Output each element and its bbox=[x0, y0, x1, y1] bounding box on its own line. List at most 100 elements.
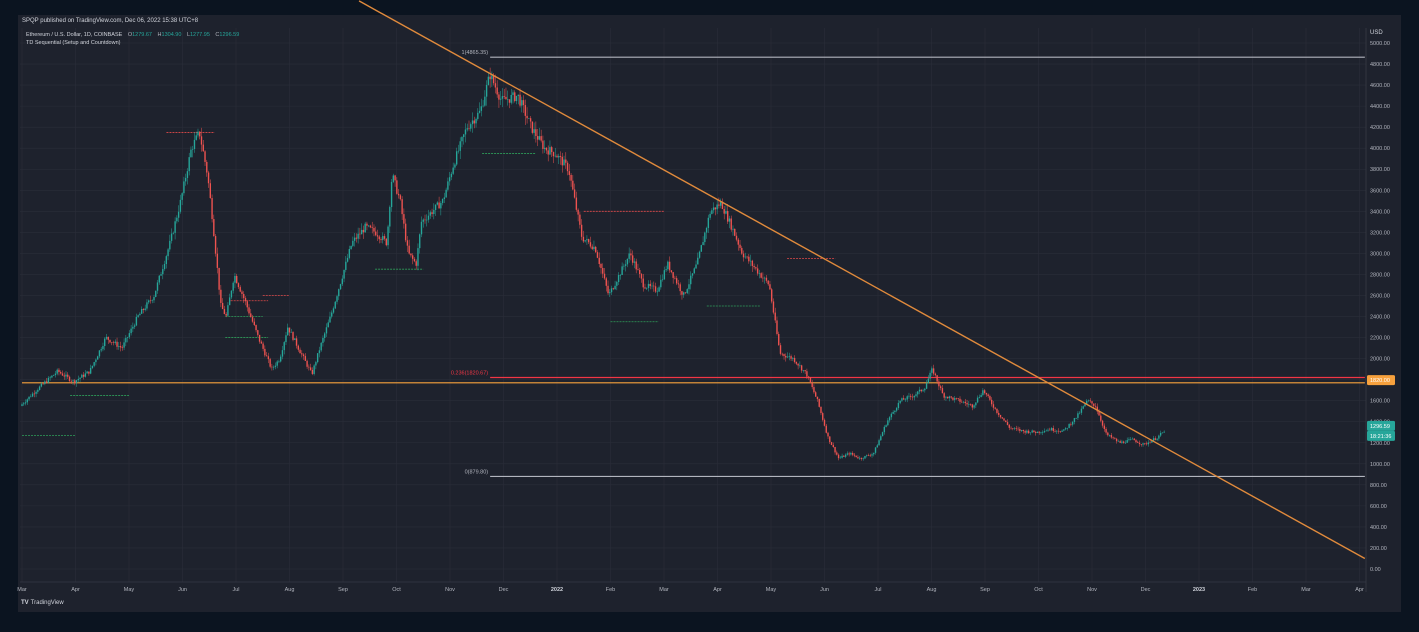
price-tick-label: 3600.00 bbox=[1370, 188, 1390, 194]
candle-body bbox=[31, 393, 34, 397]
candle-body bbox=[646, 287, 648, 289]
candle-body bbox=[404, 223, 407, 241]
candle-body bbox=[758, 273, 761, 274]
candle-body bbox=[616, 282, 618, 286]
candle-body bbox=[778, 333, 780, 346]
time-tick-label: Sep bbox=[980, 587, 990, 593]
published-info: SPQP published on TradingView.com, Dec 0… bbox=[22, 18, 199, 24]
candle-body bbox=[934, 373, 937, 376]
candle-body bbox=[813, 387, 815, 393]
candle-body bbox=[663, 270, 666, 280]
candle-body bbox=[786, 356, 789, 358]
candle-body bbox=[264, 348, 266, 356]
candle-body bbox=[51, 375, 53, 378]
candle-body bbox=[929, 372, 931, 379]
candle-body bbox=[619, 275, 622, 276]
candle-body bbox=[246, 301, 248, 308]
candle-body bbox=[600, 264, 602, 268]
indicator-title[interactable]: TD Sequential (Setup and Countdown) bbox=[26, 40, 121, 46]
candle-body bbox=[380, 239, 382, 241]
candle-body bbox=[146, 302, 148, 309]
candle-body bbox=[987, 394, 989, 397]
candle-body bbox=[566, 162, 569, 172]
candle-body bbox=[239, 287, 241, 292]
candle-body bbox=[982, 390, 984, 396]
candle-body bbox=[454, 164, 456, 168]
time-axis[interactable]: Mar Apr May Jun Jul Aug Sep Oct Nov Dec 2022 Feb Mar… bbox=[17, 581, 1366, 593]
candle-body bbox=[825, 425, 827, 433]
candle-body bbox=[503, 96, 505, 97]
candle-body bbox=[220, 289, 222, 303]
candle-body bbox=[1034, 432, 1037, 434]
candle-body bbox=[463, 134, 465, 138]
candle-body bbox=[551, 147, 553, 153]
candle-body bbox=[895, 408, 898, 411]
candle-body bbox=[851, 453, 854, 455]
candle-body bbox=[204, 151, 206, 162]
time-tick-label: 2022 bbox=[551, 587, 563, 593]
candle-body bbox=[82, 374, 85, 377]
candle-body bbox=[732, 228, 734, 230]
candle-body bbox=[214, 236, 217, 254]
candle-body bbox=[313, 365, 315, 374]
candle-body bbox=[177, 211, 180, 218]
candle-body bbox=[139, 313, 141, 316]
candle-body bbox=[670, 270, 673, 273]
candle-body bbox=[531, 121, 534, 133]
candle-body bbox=[489, 76, 491, 80]
candle-body bbox=[528, 118, 530, 119]
candle-body bbox=[1038, 431, 1040, 433]
legend: Ethereum / U.S. Dollar, 1D, COINBASE O12… bbox=[26, 31, 239, 47]
symbol-title[interactable]: Ethereum / U.S. Dollar, 1D, COINBASE bbox=[26, 32, 123, 38]
candle-body bbox=[105, 336, 108, 339]
candle-body bbox=[637, 269, 639, 271]
candle-body bbox=[116, 341, 118, 347]
candle-body bbox=[61, 373, 64, 376]
candle-body bbox=[420, 221, 423, 235]
candle-body bbox=[727, 211, 729, 222]
candle-body bbox=[89, 368, 92, 374]
candle-body bbox=[109, 339, 111, 343]
candle-body bbox=[262, 343, 264, 349]
candle-body bbox=[855, 455, 857, 458]
candle-body bbox=[281, 350, 284, 357]
candle-body bbox=[1017, 428, 1019, 430]
candle-body bbox=[104, 338, 106, 347]
ohlc-open-key: O bbox=[127, 32, 133, 38]
candle-body bbox=[756, 268, 759, 274]
candle-body bbox=[1052, 428, 1054, 431]
candle-body bbox=[807, 376, 810, 378]
candle-body bbox=[338, 289, 340, 297]
candle-body bbox=[496, 87, 498, 95]
time-tick-label: Apr bbox=[713, 587, 722, 593]
candle-body bbox=[411, 255, 414, 259]
candle-body bbox=[925, 383, 928, 389]
price-axis[interactable]: 5000.00 4800.00 4600.00 4400.00 4200.00 4000.… bbox=[1365, 28, 1390, 592]
candle-body bbox=[741, 247, 743, 254]
candle-body bbox=[195, 135, 197, 140]
candle-body bbox=[728, 218, 731, 222]
candle-body bbox=[1005, 420, 1007, 423]
candle-body bbox=[792, 357, 794, 359]
candle-body bbox=[135, 316, 138, 326]
candle-body bbox=[755, 267, 757, 269]
candle-body bbox=[40, 383, 43, 387]
trendline[interactable] bbox=[358, 0, 1366, 560]
candle-body bbox=[582, 236, 585, 242]
candle-body bbox=[554, 155, 556, 157]
candle-body bbox=[815, 392, 817, 397]
candle-body bbox=[1080, 408, 1083, 413]
candle-body bbox=[455, 151, 458, 165]
time-tick-label: Dec bbox=[499, 587, 509, 593]
candle-body bbox=[422, 219, 424, 222]
candle-body bbox=[971, 404, 974, 408]
candle-body bbox=[809, 377, 812, 383]
fib-level-label: 1(4865.35) bbox=[462, 50, 489, 56]
price-tick-label: 3800.00 bbox=[1370, 167, 1390, 173]
downtrend-line[interactable] bbox=[358, 0, 1366, 560]
candle-body bbox=[945, 396, 947, 398]
candle-body bbox=[1029, 432, 1032, 434]
candle-body bbox=[1075, 417, 1077, 419]
candle-body bbox=[188, 157, 190, 172]
